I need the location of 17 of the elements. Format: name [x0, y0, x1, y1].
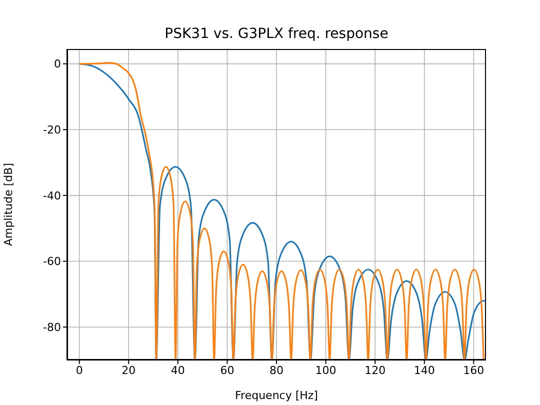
x-tick-label: 120: [364, 364, 386, 377]
y-tick-label: -40: [43, 189, 61, 202]
y-tick-label: -20: [43, 124, 61, 137]
x-tick-label: 0: [76, 364, 83, 377]
x-tick-label: 60: [220, 364, 234, 377]
y-tick-label: 0: [54, 58, 61, 71]
y-tick-label: -80: [43, 320, 61, 334]
x-tick-label: 160: [463, 364, 484, 377]
x-tick-label: 140: [414, 364, 435, 377]
x-tick-label: 80: [270, 364, 284, 377]
y-axis-title: Amplitude [dB]: [2, 163, 15, 246]
x-tick-label: 20: [122, 364, 136, 377]
x-axis-title: Frequency [Hz]: [235, 389, 318, 402]
y-tick-label: -60: [43, 255, 61, 268]
chart-title: PSK31 vs. G3PLX freq. response: [164, 26, 390, 42]
x-tick-label: 100: [315, 364, 336, 377]
x-tick-label: 40: [170, 364, 185, 377]
